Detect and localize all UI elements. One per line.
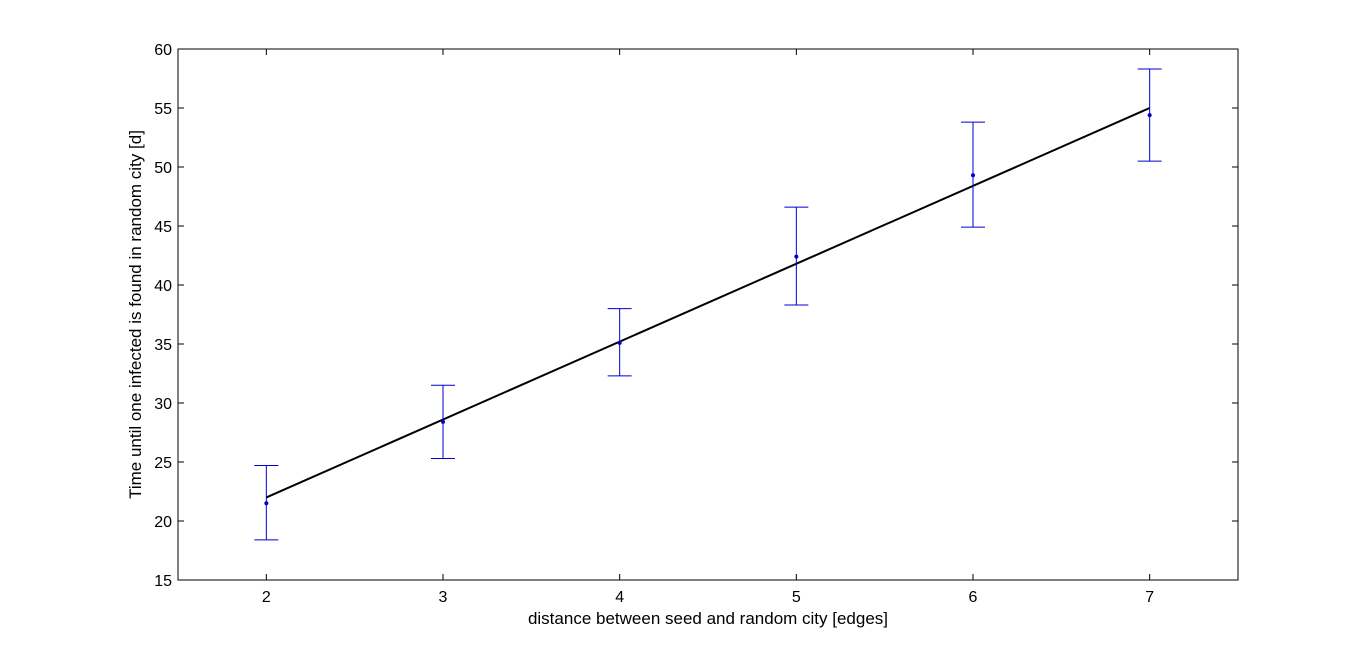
y-tick-label: 45 (154, 219, 172, 236)
data-point (264, 501, 269, 506)
x-tick-label: 5 (792, 589, 801, 606)
y-tick-label: 25 (154, 455, 172, 472)
y-tick-label: 35 (154, 337, 172, 354)
data-point (794, 254, 799, 259)
x-tick-label: 3 (439, 589, 448, 606)
x-axis-label: distance between seed and random city [e… (528, 609, 888, 628)
x-tick-label: 7 (1145, 589, 1154, 606)
y-tick-label: 55 (154, 101, 172, 118)
data-point (971, 173, 975, 178)
y-tick-label: 30 (154, 396, 172, 413)
y-tick-label: 15 (154, 573, 172, 590)
x-tick-label: 6 (969, 589, 978, 606)
error-bar (961, 121, 985, 228)
data-point (1147, 113, 1152, 118)
y-tick-label: 60 (154, 42, 172, 59)
x-tick-label: 2 (262, 589, 271, 606)
error-bar (431, 384, 455, 459)
error-bar (607, 308, 632, 377)
fit-line (265, 107, 1151, 499)
data-point (441, 419, 445, 424)
error-bar (784, 206, 809, 306)
axes-box (177, 48, 1239, 581)
x-tick-label: 4 (615, 589, 624, 606)
error-bar (1137, 68, 1162, 162)
data-point (617, 340, 622, 345)
error-bar (254, 465, 279, 541)
y-tick-label: 20 (154, 514, 172, 531)
y-axis-label: Time until one infected is found in rand… (126, 130, 145, 499)
y-tick-label: 40 (154, 278, 172, 295)
y-tick-label: 50 (154, 160, 172, 177)
